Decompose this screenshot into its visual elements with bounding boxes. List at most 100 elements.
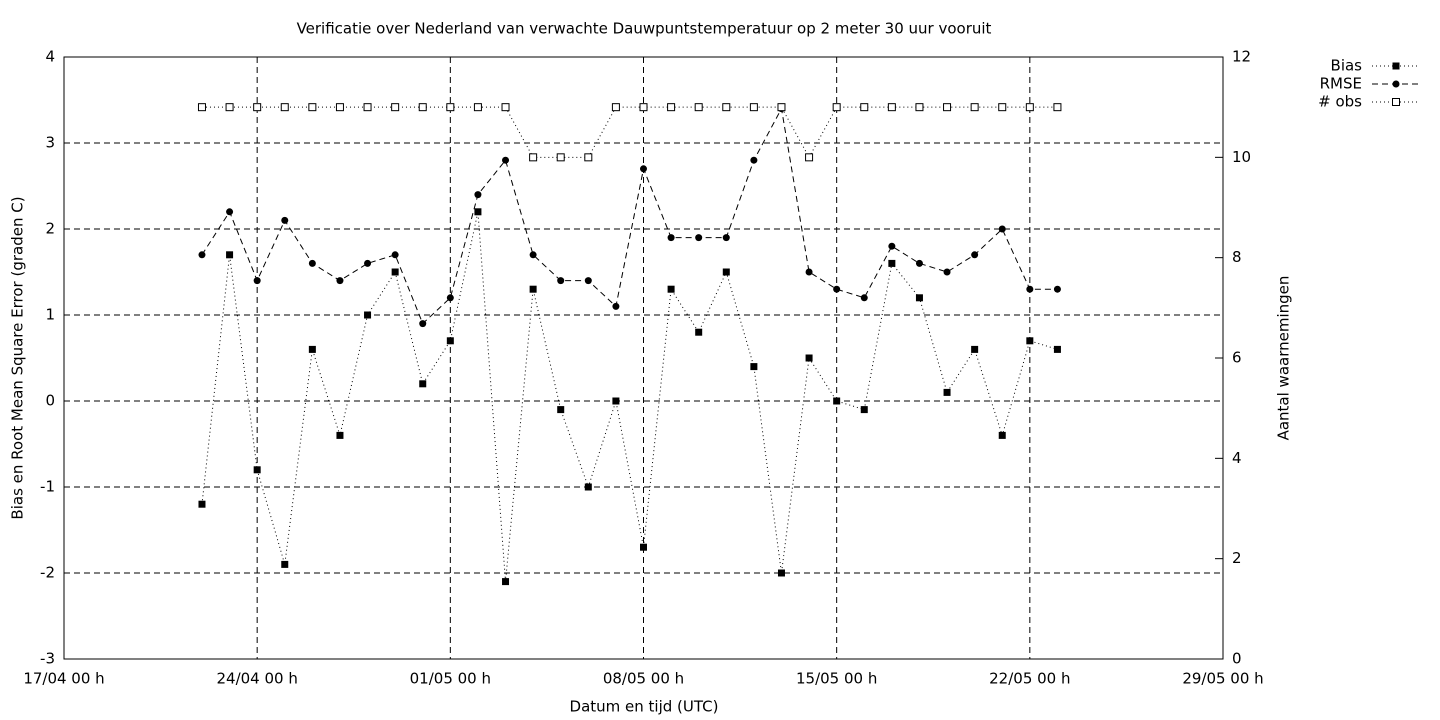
series-line	[201, 107, 1058, 325]
y2-tick-label: 2	[1232, 549, 1242, 567]
legend-label: Bias	[1331, 57, 1363, 75]
data-point	[612, 397, 620, 405]
data-point	[777, 569, 785, 577]
data-point	[529, 153, 538, 162]
data-point	[226, 251, 234, 259]
data-point	[722, 234, 730, 242]
data-point	[722, 103, 731, 112]
data-point	[446, 337, 454, 345]
x-tick-label: 22/05 00 h	[989, 670, 1070, 688]
data-point	[998, 225, 1006, 233]
data-point	[640, 165, 647, 173]
data-point	[1053, 285, 1061, 293]
y-tick-label: -1	[40, 478, 55, 496]
data-point	[502, 156, 510, 164]
data-point	[860, 294, 868, 302]
data-point	[888, 259, 896, 267]
chart-title: Verificatie over Nederland van verwachte…	[297, 20, 992, 38]
y2-tick-label: 4	[1232, 449, 1242, 467]
data-point	[253, 103, 262, 112]
data-point	[1053, 103, 1062, 112]
plot-frame	[63, 56, 1224, 660]
data-point	[998, 103, 1007, 112]
y2-tick-label: 0	[1232, 650, 1242, 668]
y-tick-label: 4	[45, 48, 55, 66]
data-point	[749, 103, 758, 112]
data-point	[474, 208, 482, 216]
data-point	[226, 208, 234, 216]
data-point	[419, 320, 427, 328]
y2-tick-label: 12	[1232, 48, 1251, 66]
data-point	[281, 560, 289, 568]
y-tick-label: 1	[45, 306, 55, 324]
data-point	[197, 103, 206, 112]
data-point	[667, 285, 675, 293]
data-point	[418, 103, 427, 112]
data-point	[970, 103, 979, 112]
data-point	[502, 578, 510, 586]
data-point	[253, 277, 261, 285]
legend-marker	[1392, 80, 1400, 88]
data-point	[474, 191, 482, 199]
y2-tick-label: 10	[1232, 148, 1251, 166]
data-point	[1026, 337, 1034, 345]
y-tick-label: -2	[40, 564, 55, 582]
data-point	[584, 483, 592, 491]
data-point	[915, 294, 923, 302]
data-point	[805, 268, 813, 276]
data-point	[887, 103, 896, 112]
y2-axis-label: Aantal waarnemingen	[1275, 276, 1293, 441]
data-point	[419, 380, 427, 388]
data-point	[1053, 345, 1061, 353]
data-point	[640, 543, 647, 551]
data-point	[888, 242, 896, 250]
data-point	[529, 285, 537, 293]
data-point	[529, 251, 537, 259]
data-point	[1025, 103, 1034, 112]
x-tick-label: 24/04 00 h	[216, 670, 297, 688]
y-axis-label: Bias en Root Mean Square Error (graden C…	[9, 196, 27, 519]
data-point	[998, 431, 1006, 439]
y2-tick-label: 8	[1232, 248, 1242, 266]
data-point	[391, 251, 399, 259]
legend-label: # obs	[1318, 93, 1362, 111]
data-point	[364, 311, 372, 319]
y-tick-label: 2	[45, 220, 55, 238]
x-axis-label: Datum en tijd (UTC)	[570, 698, 719, 716]
data-point	[611, 103, 620, 112]
data-point	[391, 103, 400, 112]
data-point	[446, 294, 454, 302]
data-point	[364, 259, 372, 267]
data-point	[308, 259, 316, 267]
data-point	[198, 251, 206, 259]
data-point	[695, 234, 703, 242]
x-tick-label: 15/05 00 h	[796, 670, 877, 688]
data-point	[280, 103, 289, 112]
data-point	[501, 103, 510, 112]
data-point	[308, 103, 317, 112]
data-point	[750, 156, 758, 164]
y2-tick-label: 6	[1232, 349, 1242, 367]
data-point	[281, 216, 289, 224]
series-line	[201, 106, 1058, 159]
data-point	[253, 466, 261, 474]
data-point	[363, 103, 372, 112]
data-point	[805, 354, 813, 362]
data-point	[639, 103, 648, 112]
data-point	[308, 345, 316, 353]
y-tick-label: 3	[45, 134, 55, 152]
data-point	[971, 345, 979, 353]
data-point	[446, 103, 455, 112]
x-tick-label: 08/05 00 h	[603, 670, 684, 688]
x-tick-label: 17/04 00 h	[23, 670, 104, 688]
data-point	[1026, 285, 1034, 293]
data-point	[391, 268, 399, 276]
x-tick-label: 01/05 00 h	[410, 670, 491, 688]
data-point	[805, 153, 814, 162]
y-tick-label: -3	[40, 650, 55, 668]
data-point	[667, 234, 675, 242]
legend-marker	[1392, 62, 1400, 70]
data-point	[915, 259, 923, 267]
data-point	[557, 406, 565, 414]
